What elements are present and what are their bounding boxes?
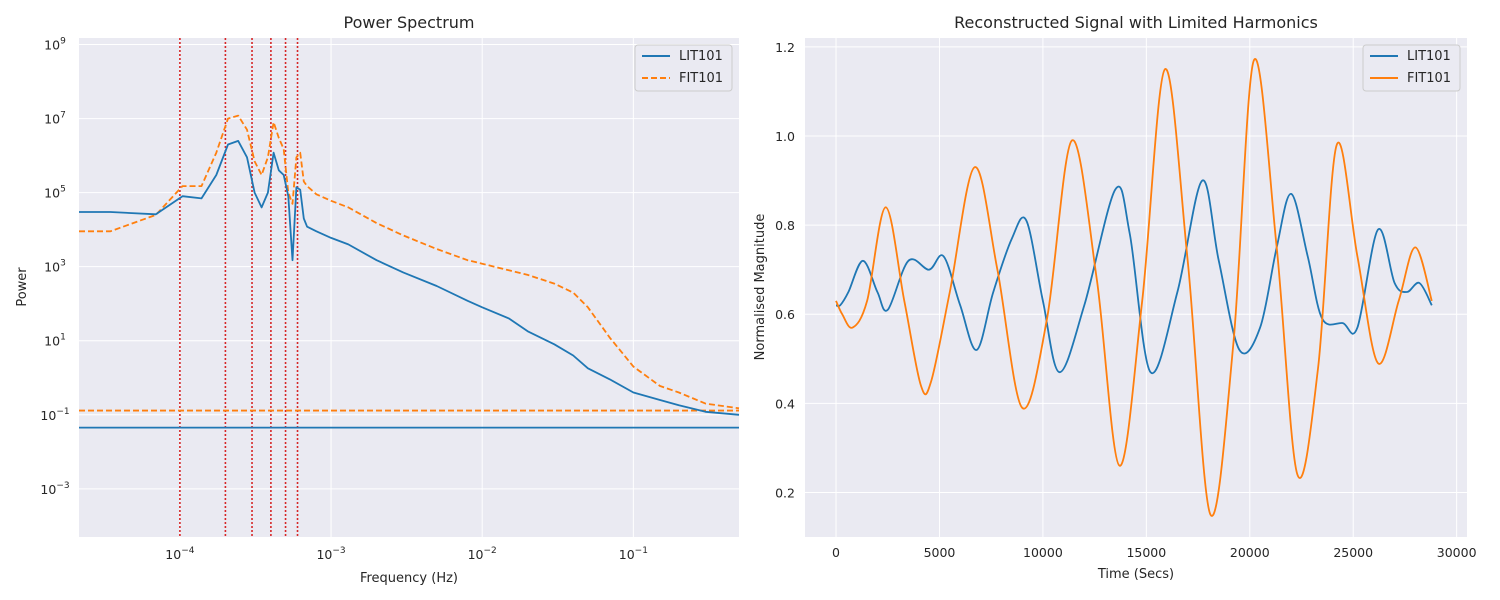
- y-tick-label: 1.2: [775, 40, 795, 55]
- power-spectrum-grid: [79, 38, 739, 537]
- y-tick-label: 1.0: [775, 129, 795, 144]
- y-tick-label: 105: [44, 185, 66, 201]
- x-tick-label: 10−3: [316, 546, 345, 562]
- legend-label-fit101: FIT101: [679, 71, 723, 86]
- power-spectrum-series: [79, 114, 740, 429]
- legend-label-lit101: LIT101: [1407, 49, 1451, 64]
- x-tick-label: 0: [832, 545, 840, 560]
- frequency-marker-lines: [179, 38, 299, 537]
- x-tick-label: 5000: [924, 545, 956, 560]
- series-line-fit101: [835, 58, 1433, 517]
- legend-label-fit101: FIT101: [1407, 71, 1451, 86]
- y-tick-label: 0.6: [775, 307, 795, 322]
- reconstructed-signal-ylabel: Normalised Magnitude: [753, 214, 768, 361]
- reconstructed-signal-series: [835, 58, 1433, 517]
- y-tick-label: 0.2: [775, 485, 795, 500]
- y-tick-label: 0.8: [775, 218, 795, 233]
- y-tick-label: 10−3: [40, 481, 69, 497]
- series-line-lit101: [79, 139, 740, 416]
- power-spectrum-title: Power Spectrum: [344, 13, 475, 32]
- x-tick-label: 10−1: [619, 546, 648, 562]
- x-tick-label: 30000: [1437, 545, 1477, 560]
- series-line-lit101: [835, 179, 1433, 375]
- power-spectrum-ylabel: Power: [15, 267, 30, 307]
- y-tick-label: 0.4: [775, 396, 795, 411]
- reconstructed-signal-title: Reconstructed Signal with Limited Harmon…: [954, 13, 1318, 32]
- power-spectrum-xlabel: Frequency (Hz): [360, 571, 458, 586]
- y-tick-label: 109: [44, 37, 66, 53]
- reconstructed-signal-grid: [805, 38, 1467, 537]
- reconstructed-signal-tick-labels: 0 5000 10000 15000 20000 25000 30000 0.2 0.4 0.6 0…: [775, 40, 1476, 560]
- x-tick-label: 25000: [1333, 545, 1373, 560]
- x-tick-label: 10−2: [468, 546, 497, 562]
- legend-label-lit101: LIT101: [679, 49, 723, 64]
- x-tick-label: 15000: [1126, 545, 1166, 560]
- y-tick-label: 103: [44, 259, 66, 275]
- y-tick-label: 107: [44, 111, 66, 127]
- x-tick-label: 10−4: [165, 546, 194, 562]
- y-tick-label: 10−1: [40, 407, 69, 423]
- x-tick-label: 10000: [1023, 545, 1063, 560]
- reconstructed-signal-panel: 0 5000 10000 15000 20000 25000 30000 0.2 0.4 0.6 0…: [753, 13, 1477, 582]
- power-spectrum-legend: LIT101 FIT101: [634, 44, 733, 92]
- y-tick-label: 101: [44, 333, 66, 349]
- power-spectrum-axes-background: [79, 38, 739, 537]
- reconstructed-signal-xlabel: Time (Secs): [1097, 567, 1174, 582]
- power-spectrum-panel: 10−4 10−3 10−2 10−110−310−1101103105107109 …: [15, 13, 740, 586]
- reconstructed-signal-legend: LIT101 FIT101: [1362, 44, 1461, 92]
- x-tick-label: 20000: [1230, 545, 1270, 560]
- series-line-fit101: [79, 114, 740, 410]
